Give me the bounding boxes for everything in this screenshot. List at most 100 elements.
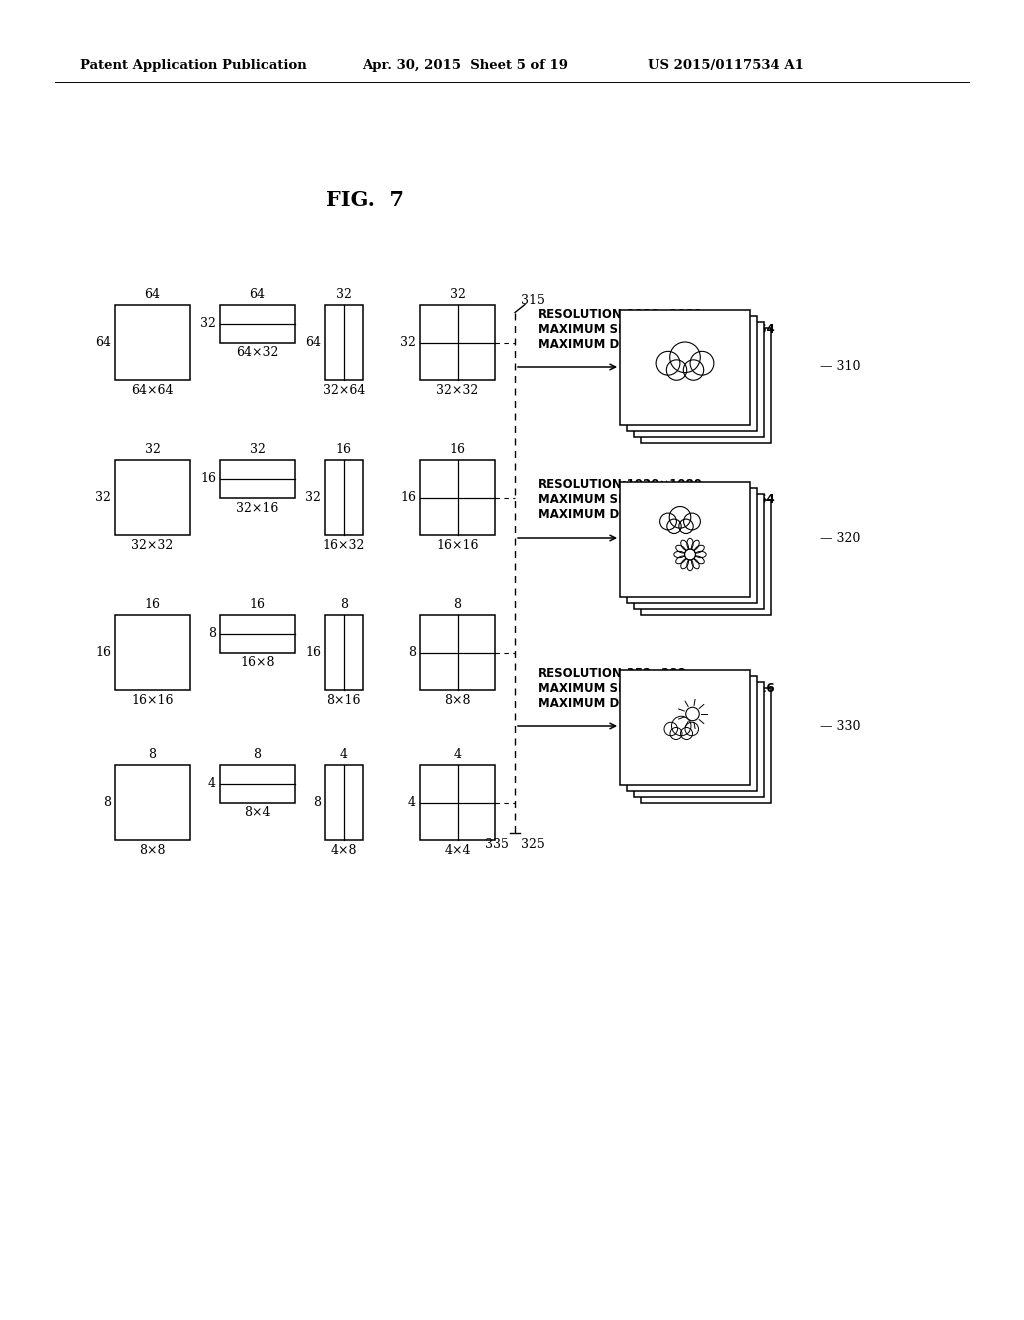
- Text: 64: 64: [250, 288, 265, 301]
- Circle shape: [679, 519, 693, 533]
- Bar: [325, 459, 362, 535]
- Bar: [627, 676, 757, 791]
- Text: MAXIMUM DEPTH=2: MAXIMUM DEPTH=2: [538, 338, 672, 351]
- Bar: [665, 727, 697, 735]
- Bar: [620, 671, 750, 785]
- Text: 64: 64: [95, 337, 111, 348]
- Text: 32×32: 32×32: [436, 384, 478, 397]
- Text: 8: 8: [103, 796, 111, 809]
- Bar: [115, 305, 190, 380]
- Text: 8: 8: [340, 598, 348, 611]
- Text: 64: 64: [144, 288, 161, 301]
- Text: MAXIMUM DEPTH=3: MAXIMUM DEPTH=3: [538, 508, 672, 521]
- Bar: [627, 488, 757, 603]
- Bar: [115, 766, 190, 840]
- Circle shape: [667, 519, 681, 533]
- Bar: [657, 363, 713, 375]
- Text: 8: 8: [454, 598, 462, 611]
- Bar: [634, 494, 764, 609]
- Bar: [660, 521, 699, 529]
- Bar: [420, 305, 495, 380]
- Circle shape: [667, 360, 687, 380]
- Text: MAXIMUM SIZE OF CODING UNIT:16: MAXIMUM SIZE OF CODING UNIT:16: [538, 682, 774, 696]
- Text: 8: 8: [313, 796, 321, 809]
- Text: RESOLUTION:1920×1080: RESOLUTION:1920×1080: [538, 308, 702, 321]
- Text: 16: 16: [144, 598, 161, 611]
- Bar: [620, 482, 750, 597]
- Text: 8: 8: [408, 645, 416, 659]
- Text: 4×8: 4×8: [331, 843, 357, 857]
- Bar: [620, 310, 750, 425]
- Text: 8: 8: [148, 748, 157, 762]
- Text: 32: 32: [336, 288, 351, 301]
- Text: — 320: — 320: [820, 532, 860, 544]
- Circle shape: [656, 351, 680, 375]
- Bar: [634, 682, 764, 797]
- Text: 16: 16: [95, 645, 111, 659]
- Circle shape: [670, 342, 700, 372]
- Circle shape: [683, 360, 703, 380]
- Text: 335: 335: [485, 838, 509, 851]
- Text: 64×32: 64×32: [237, 346, 279, 359]
- Text: 8: 8: [254, 748, 261, 762]
- Text: 16: 16: [200, 473, 216, 486]
- Text: 32: 32: [305, 491, 321, 504]
- Text: 32×32: 32×32: [131, 539, 174, 552]
- Text: 32: 32: [250, 444, 265, 455]
- Text: FIG.  7: FIG. 7: [326, 190, 404, 210]
- Bar: [325, 305, 362, 380]
- Text: 16: 16: [336, 444, 352, 455]
- Text: 32: 32: [144, 444, 161, 455]
- Bar: [420, 615, 495, 690]
- Text: 16×16: 16×16: [436, 539, 479, 552]
- Bar: [641, 688, 771, 803]
- Circle shape: [681, 727, 692, 739]
- Circle shape: [690, 351, 714, 375]
- Text: MAXIMUM DEPTH=1: MAXIMUM DEPTH=1: [538, 697, 672, 710]
- Bar: [641, 327, 771, 444]
- Bar: [641, 500, 771, 615]
- Text: 64×64: 64×64: [131, 384, 174, 397]
- Text: 32: 32: [400, 337, 416, 348]
- Bar: [627, 315, 757, 432]
- Text: 32×64: 32×64: [323, 384, 365, 397]
- Bar: [220, 615, 295, 652]
- Circle shape: [672, 717, 691, 735]
- Text: MAXIMUM SIZE OF CODING UNIT:64: MAXIMUM SIZE OF CODING UNIT:64: [538, 323, 775, 337]
- Text: Patent Application Publication: Patent Application Publication: [80, 58, 307, 71]
- Text: US 2015/0117534 A1: US 2015/0117534 A1: [648, 58, 804, 71]
- Text: 4: 4: [408, 796, 416, 809]
- Text: 16: 16: [305, 645, 321, 659]
- Text: — 330: — 330: [820, 719, 860, 733]
- Text: — 310: — 310: [820, 360, 860, 374]
- Bar: [420, 459, 495, 535]
- Circle shape: [670, 727, 682, 739]
- Text: 16: 16: [450, 444, 466, 455]
- Text: 325: 325: [521, 838, 545, 851]
- Circle shape: [670, 507, 691, 528]
- Text: RESOLUTION:352×288: RESOLUTION:352×288: [538, 667, 687, 680]
- Text: 16×32: 16×32: [323, 539, 365, 552]
- Circle shape: [684, 513, 700, 529]
- Text: 16: 16: [400, 491, 416, 504]
- Text: 32: 32: [95, 491, 111, 504]
- Bar: [115, 459, 190, 535]
- Bar: [220, 305, 295, 342]
- Text: 8×4: 8×4: [245, 807, 270, 820]
- Bar: [325, 615, 362, 690]
- Text: 16×8: 16×8: [241, 656, 274, 669]
- Circle shape: [685, 722, 698, 735]
- Text: 32: 32: [450, 288, 466, 301]
- Circle shape: [664, 722, 678, 735]
- Circle shape: [659, 513, 677, 529]
- Bar: [325, 766, 362, 840]
- Text: 8: 8: [208, 627, 216, 640]
- Text: 4: 4: [454, 748, 462, 762]
- Text: 16×16: 16×16: [131, 694, 174, 708]
- Bar: [220, 766, 295, 803]
- Text: 32×16: 32×16: [237, 502, 279, 515]
- Text: 8×8: 8×8: [444, 694, 471, 708]
- Bar: [634, 322, 764, 437]
- Bar: [220, 459, 295, 498]
- Bar: [420, 766, 495, 840]
